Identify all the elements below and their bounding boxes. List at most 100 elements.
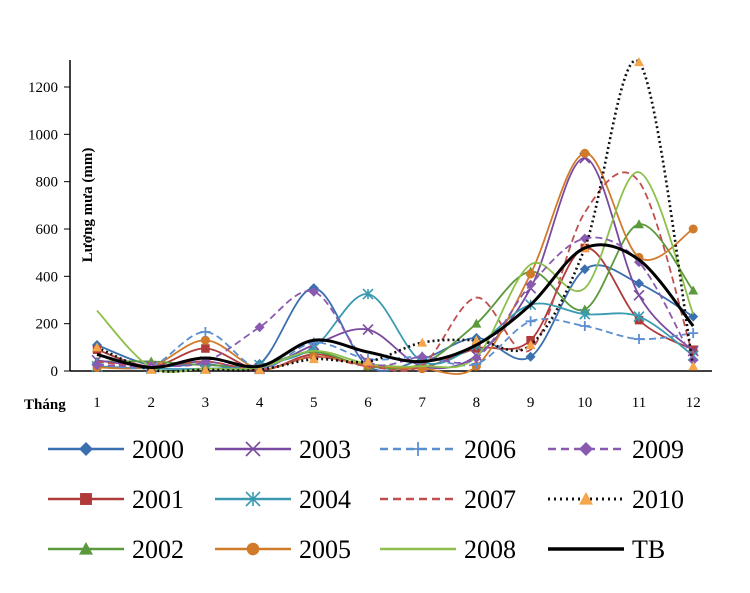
y-tick-labels: 0 200 400 600 800 1000 1200 [28,80,70,380]
series-2008 [96,171,695,373]
x-tick-label: 2 [147,395,155,411]
legend-marker-2000 [79,442,93,456]
data-point-2009 [471,352,482,363]
legend-marker-2009 [579,442,593,456]
data-point-2002 [688,285,699,295]
legend-label-2003: 2003 [299,435,351,464]
axes [69,60,712,372]
data-point-2009 [525,279,536,290]
data-point-2005 [580,148,590,158]
legend-marker-2006 [411,442,425,456]
legend-marker-2010 [579,492,593,505]
legend-item-2004: 2004 [215,485,351,514]
y-tick-label: 200 [36,317,59,333]
series-line-TB [96,243,695,369]
y-tick-label: 1200 [28,80,58,96]
y-tick-label: 800 [36,175,59,191]
y-axis-title: Lượng mưa (mm) [80,148,96,263]
data-point-2010 [200,364,211,374]
data-point-2009 [308,286,319,297]
x-tick-label: 11 [632,395,646,411]
x-tick-label: 10 [577,395,592,411]
data-point-2001 [201,344,210,353]
legend-label-2007: 2007 [464,485,516,514]
data-point-2010 [254,364,265,374]
x-tick-label: 3 [202,395,210,411]
legend-marker-2002 [79,542,93,555]
legend-label-2000: 2000 [132,435,184,464]
legend: 2000 2001 2002 2003 2004 2005 2006 2007 2008 2009… [48,435,684,564]
series-line-2008 [96,171,695,373]
x-tick-label: 4 [256,395,264,411]
legend-label-2002: 2002 [132,535,184,564]
x-tick-label: 1 [93,395,101,411]
data-point-2006 [525,316,536,327]
legend-item-2003: 2003 [215,435,351,464]
x-axis-title: Tháng [24,397,66,413]
legend-marker-2004 [245,491,261,507]
data-point-2010 [92,342,102,352]
data-point-2006 [688,328,699,339]
legend-label-2001: 2001 [132,485,184,514]
legend-item-2010: 2010 [548,485,684,514]
y-tick-label: 400 [36,269,59,285]
legend-label-2006: 2006 [464,435,516,464]
series-2009 [92,233,699,372]
data-point-2009 [254,322,265,333]
data-point-2010 [634,57,644,67]
data-point-2006 [634,334,644,345]
legend-item-2002: 2002 [48,535,184,564]
data-point-2010 [146,364,157,374]
legend-item-2006: 2006 [380,435,516,464]
data-point-2010 [417,337,428,347]
y-tick-label: 1000 [28,127,58,143]
legend-item-2001: 2001 [48,485,184,514]
data-point-2000 [634,278,644,289]
data-point-2006 [200,326,211,337]
series-2001 [92,243,698,375]
legend-label-2005: 2005 [299,535,351,564]
x-tick-label: 12 [686,395,701,411]
series-TB [96,243,695,369]
data-point-2006 [579,321,590,332]
series-line-2006 [96,318,694,370]
data-point-2010 [688,361,699,371]
x-tick-labels: 1 2 3 4 5 6 7 8 9 10 11 12 [93,395,700,411]
data-point-2009 [417,351,428,362]
x-tick-label: 9 [527,395,535,411]
legend-item-2000: 2000 [48,435,184,464]
data-point-2005 [200,335,210,345]
legend-label-TB: TB [632,535,665,564]
legend-item-TB: TB [548,535,665,564]
data-point-2000 [688,311,699,322]
data-point-2010 [525,339,536,349]
data-point-2003 [633,289,645,301]
x-tick-label: 8 [473,395,481,411]
legend-item-2009: 2009 [548,435,684,464]
legend-label-2009: 2009 [632,435,684,464]
legend-item-2005: 2005 [215,535,351,564]
data-point-2004 [362,288,374,300]
data-point-2000 [579,264,590,275]
legend-label-2004: 2004 [299,485,351,514]
series-2007 [96,171,695,372]
series-line-2007 [96,171,695,372]
x-tick-label: 7 [418,395,426,411]
data-point-2003 [362,324,374,336]
x-tick-label: 5 [310,395,318,411]
y-tick-label: 0 [51,364,59,380]
legend-item-2008: 2008 [380,535,516,564]
legend-label-2008: 2008 [464,535,516,564]
series-lines [91,57,699,375]
legend-label-2010: 2010 [632,485,684,514]
data-point-2005 [526,269,536,279]
legend-item-2007: 2007 [380,485,516,514]
data-point-2010 [308,354,319,364]
data-point-2004 [633,311,645,323]
x-tick-label: 6 [364,395,372,411]
data-point-2000 [525,351,536,362]
data-point-2002 [634,219,644,229]
data-point-2004 [579,308,591,320]
data-point-2002 [471,318,482,328]
